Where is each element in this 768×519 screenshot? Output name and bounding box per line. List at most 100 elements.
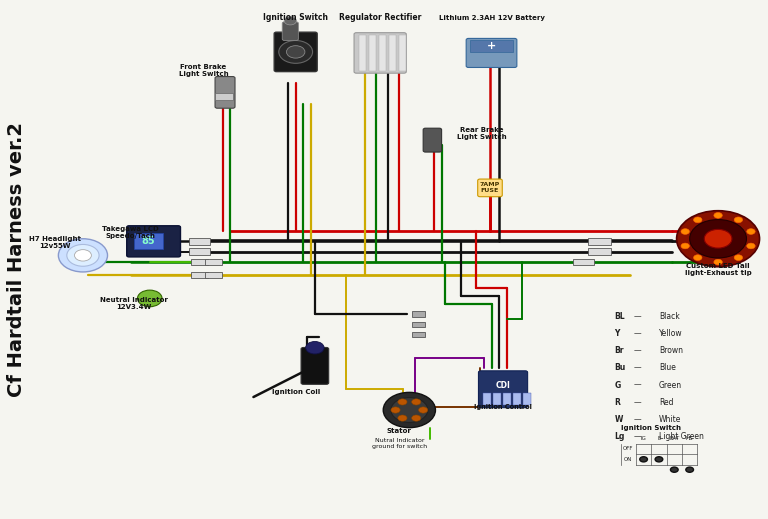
Bar — [399, 35, 406, 71]
Text: 85: 85 — [141, 236, 155, 246]
Circle shape — [284, 17, 296, 25]
Bar — [215, 93, 233, 100]
Circle shape — [714, 213, 723, 218]
Text: W: W — [614, 415, 623, 424]
Circle shape — [694, 255, 702, 261]
Text: Green: Green — [659, 380, 682, 390]
Text: H7 Headlight
12v55W: H7 Headlight 12v55W — [29, 236, 81, 249]
Text: Regulator Rectifier: Regulator Rectifier — [339, 13, 422, 22]
Circle shape — [286, 46, 305, 58]
Bar — [588, 248, 611, 255]
FancyBboxPatch shape — [215, 77, 235, 108]
Circle shape — [670, 467, 678, 472]
Text: Ignition Switch: Ignition Switch — [263, 13, 328, 22]
Circle shape — [640, 457, 647, 462]
Bar — [189, 238, 210, 245]
Circle shape — [734, 217, 743, 223]
Circle shape — [412, 399, 421, 405]
Circle shape — [746, 229, 755, 235]
Circle shape — [686, 467, 694, 472]
Circle shape — [74, 250, 91, 261]
Bar — [205, 272, 222, 278]
Bar — [412, 311, 425, 317]
Circle shape — [279, 40, 313, 63]
Text: Lithium 2.3AH 12V Battery: Lithium 2.3AH 12V Battery — [439, 15, 545, 21]
Circle shape — [704, 229, 732, 248]
Circle shape — [398, 399, 407, 405]
Text: Nutral Indicator
ground for switch: Nutral Indicator ground for switch — [372, 439, 427, 449]
Text: CDI: CDI — [495, 380, 511, 390]
Circle shape — [677, 211, 760, 267]
Circle shape — [306, 342, 324, 354]
Text: Br: Br — [614, 346, 624, 356]
Text: Cf Hardtail Harness ver.2: Cf Hardtail Harness ver.2 — [8, 122, 26, 397]
Text: ON: ON — [624, 457, 632, 462]
Circle shape — [681, 229, 690, 235]
Circle shape — [714, 260, 723, 265]
Bar — [379, 35, 386, 71]
Text: Stator: Stator — [387, 428, 412, 434]
Bar — [588, 238, 611, 245]
FancyBboxPatch shape — [354, 33, 406, 73]
Text: —: — — [634, 346, 641, 356]
Bar — [573, 259, 594, 265]
Circle shape — [694, 217, 702, 223]
Bar — [191, 272, 208, 278]
Text: Light Green: Light Green — [659, 432, 703, 441]
Circle shape — [734, 255, 743, 261]
Text: Black: Black — [659, 312, 680, 321]
FancyBboxPatch shape — [478, 179, 502, 197]
Circle shape — [137, 290, 162, 307]
FancyBboxPatch shape — [283, 22, 298, 40]
Text: Bu: Bu — [614, 363, 626, 373]
Circle shape — [398, 415, 407, 421]
Bar — [134, 233, 163, 249]
Bar — [389, 35, 396, 71]
Text: Takegawa LCD
Speedo/Tach: Takegawa LCD Speedo/Tach — [102, 226, 159, 239]
Text: —: — — [634, 312, 641, 321]
Circle shape — [67, 244, 99, 266]
Text: Blue: Blue — [659, 363, 676, 373]
Bar — [191, 259, 208, 265]
Text: Brown: Brown — [659, 346, 683, 356]
Circle shape — [690, 220, 746, 258]
Text: —: — — [634, 398, 641, 407]
Text: Ignition Switch: Ignition Switch — [621, 425, 681, 431]
Text: Neutral Indicator
12V3.4W: Neutral Indicator 12V3.4W — [100, 297, 167, 310]
FancyBboxPatch shape — [423, 128, 442, 152]
Text: BAT: BAT — [669, 436, 680, 441]
Text: Front Brake
Light Switch: Front Brake Light Switch — [179, 63, 228, 77]
Bar — [513, 393, 521, 405]
Text: Ignition Control: Ignition Control — [474, 404, 532, 411]
Bar — [189, 248, 210, 255]
FancyBboxPatch shape — [274, 32, 317, 72]
FancyBboxPatch shape — [466, 38, 517, 67]
Text: Yellow: Yellow — [659, 329, 683, 338]
Text: +: + — [487, 40, 496, 51]
Circle shape — [391, 398, 428, 422]
Text: HS: HS — [686, 436, 694, 441]
Text: White: White — [659, 415, 681, 424]
Bar — [205, 259, 222, 265]
Text: Ignition Coil: Ignition Coil — [272, 389, 319, 395]
Text: —: — — [634, 415, 641, 424]
Text: Y: Y — [614, 329, 620, 338]
Bar — [412, 332, 425, 337]
Text: —: — — [634, 363, 641, 373]
FancyBboxPatch shape — [127, 226, 180, 257]
Text: IG: IG — [641, 436, 647, 441]
Bar — [412, 322, 425, 327]
FancyBboxPatch shape — [301, 348, 329, 384]
FancyBboxPatch shape — [478, 371, 528, 408]
Text: Lg: Lg — [614, 432, 625, 441]
Text: E: E — [657, 436, 660, 441]
Circle shape — [58, 239, 108, 272]
Circle shape — [419, 407, 428, 413]
Bar — [369, 35, 376, 71]
Bar — [359, 35, 366, 71]
Text: —: — — [634, 432, 641, 441]
Text: —: — — [634, 329, 641, 338]
Text: Rear Brake
Light Switch: Rear Brake Light Switch — [457, 127, 507, 141]
Text: OFF: OFF — [623, 446, 634, 452]
Bar — [523, 393, 531, 405]
